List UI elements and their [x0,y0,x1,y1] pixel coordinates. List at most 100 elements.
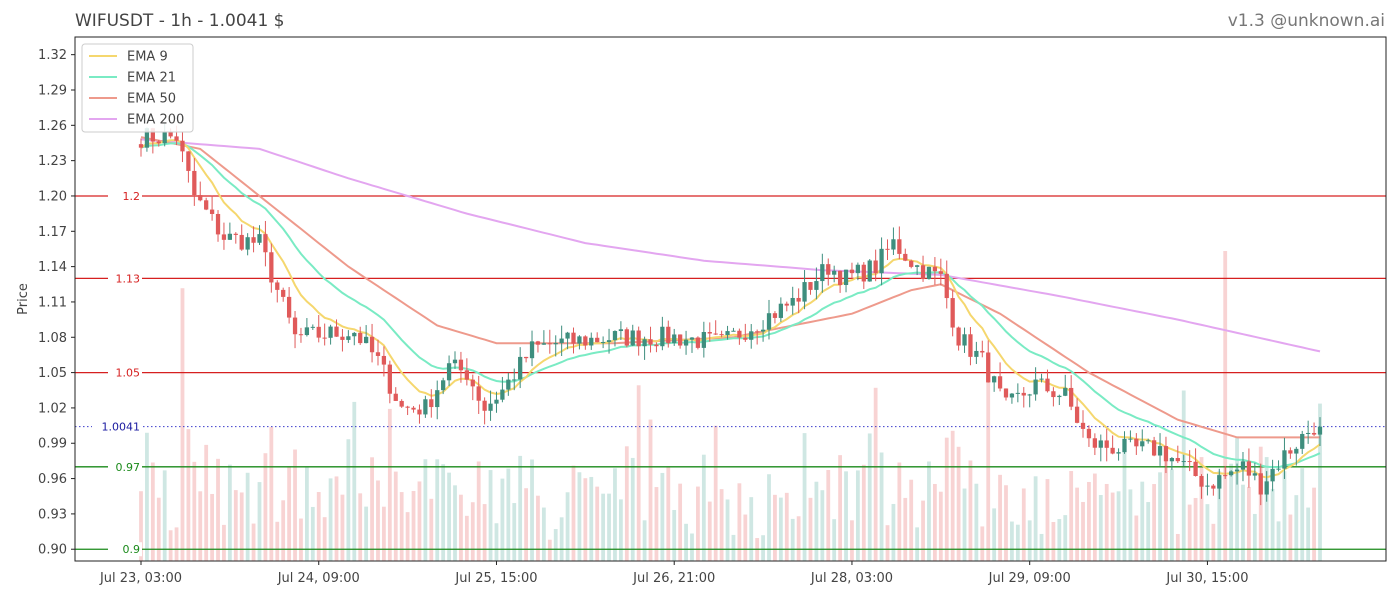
y-tick-label: 0.90 [38,543,67,558]
volume-bar [387,408,392,561]
volume-bar [719,489,724,561]
candle-body [387,364,392,394]
candle-body [1027,394,1032,396]
candle-body [760,329,766,332]
candle-body [298,334,304,336]
candle-body [1134,438,1139,447]
candle-body [411,407,416,410]
y-tick-label: 1.02 [38,401,67,416]
candle-body [138,144,144,148]
candle-body [328,326,333,338]
volume-bar [790,518,795,561]
volume-bar [1051,522,1056,561]
candle-body [772,313,778,318]
candle-body [926,266,932,280]
candle-body [1086,428,1092,439]
x-tick-label: Jul 29, 09:00 [988,571,1071,586]
volume-bar [1122,449,1127,561]
volume-bar [269,426,274,561]
candle-body [1051,391,1056,398]
volume-bar [210,493,214,561]
volume-bar [536,495,540,561]
volume-bar [512,503,517,561]
volume-bar [1015,524,1020,561]
volume-bar [980,526,985,561]
volume-bar [1181,390,1186,561]
volume-bar [778,497,783,561]
candle-body [879,248,884,274]
volume-bar [1175,533,1180,561]
volume-bar [861,464,866,561]
candle-body [683,339,689,346]
candle-body [1175,458,1180,462]
volume-bar [577,472,582,561]
candle-body [766,313,772,330]
candle-body [162,132,167,144]
axes: 0.90 0.93 0.96 0.99 1.02 1.05 1.08 1.11 1.14 1.17… [16,36,1387,586]
candle-body [755,331,760,333]
volume-bar [1057,519,1062,561]
volume-bar [316,492,321,561]
volume-bar [749,497,754,561]
candle-body [192,170,197,196]
volume-bar [488,470,493,561]
volume-bar [690,533,694,561]
volume-bar [636,385,641,561]
volume-bar [281,500,286,561]
volume-bar [992,508,997,561]
volume-bar [530,459,534,561]
volume-bar [547,539,552,561]
volume-bar [903,497,908,561]
volume-bar [233,490,238,561]
candle-body [1163,446,1169,462]
volume-bar [731,534,736,561]
candle-body [968,334,973,357]
level-label-bg [108,542,142,557]
candle-body [974,350,979,357]
candle-body [903,253,908,261]
y-tick-label: 1.23 [38,154,67,169]
candle-body [731,330,736,332]
candle-body [393,393,398,401]
candle-body [1074,406,1080,423]
volume-bar [352,401,357,561]
volume-bar [328,478,333,561]
volume-bar [310,506,315,561]
volume-bar [322,517,327,561]
volume-bar [222,524,226,561]
volume-bar [968,460,973,561]
candle-body [624,329,629,346]
volume-bar [1288,514,1293,561]
level-lines: 1.2 1.13 1.05 0.97 0.9 1.0041 [75,188,1386,557]
candle-body [1234,469,1240,472]
volume-bar [589,476,594,561]
volume-bar [263,453,268,561]
candle-body [630,330,635,346]
candle-body [962,334,967,346]
volume-bar [630,457,635,561]
candle-body [565,332,570,339]
volume-bar [1294,495,1299,561]
volume-bar [186,429,191,561]
candle-body [826,264,831,275]
volume-bar [672,509,677,561]
candle-body [470,379,475,387]
candle-body [1181,461,1186,463]
candle-body [381,355,387,365]
candle-body [239,234,244,250]
candle-body [547,343,552,345]
volume-bar [156,497,161,561]
candle-body [595,337,600,343]
volume-bar [364,506,369,561]
candle-body [1039,378,1044,380]
x-tick-label: Jul 25, 15:00 [454,571,537,586]
volume-bar [1146,502,1151,561]
candle-body [909,260,914,267]
level-label: 1.05 [116,367,141,380]
candle-body [423,399,428,415]
candle-body [221,234,227,240]
volume-bar [180,288,185,561]
volume-bar [464,515,469,561]
candle-body [571,332,576,344]
